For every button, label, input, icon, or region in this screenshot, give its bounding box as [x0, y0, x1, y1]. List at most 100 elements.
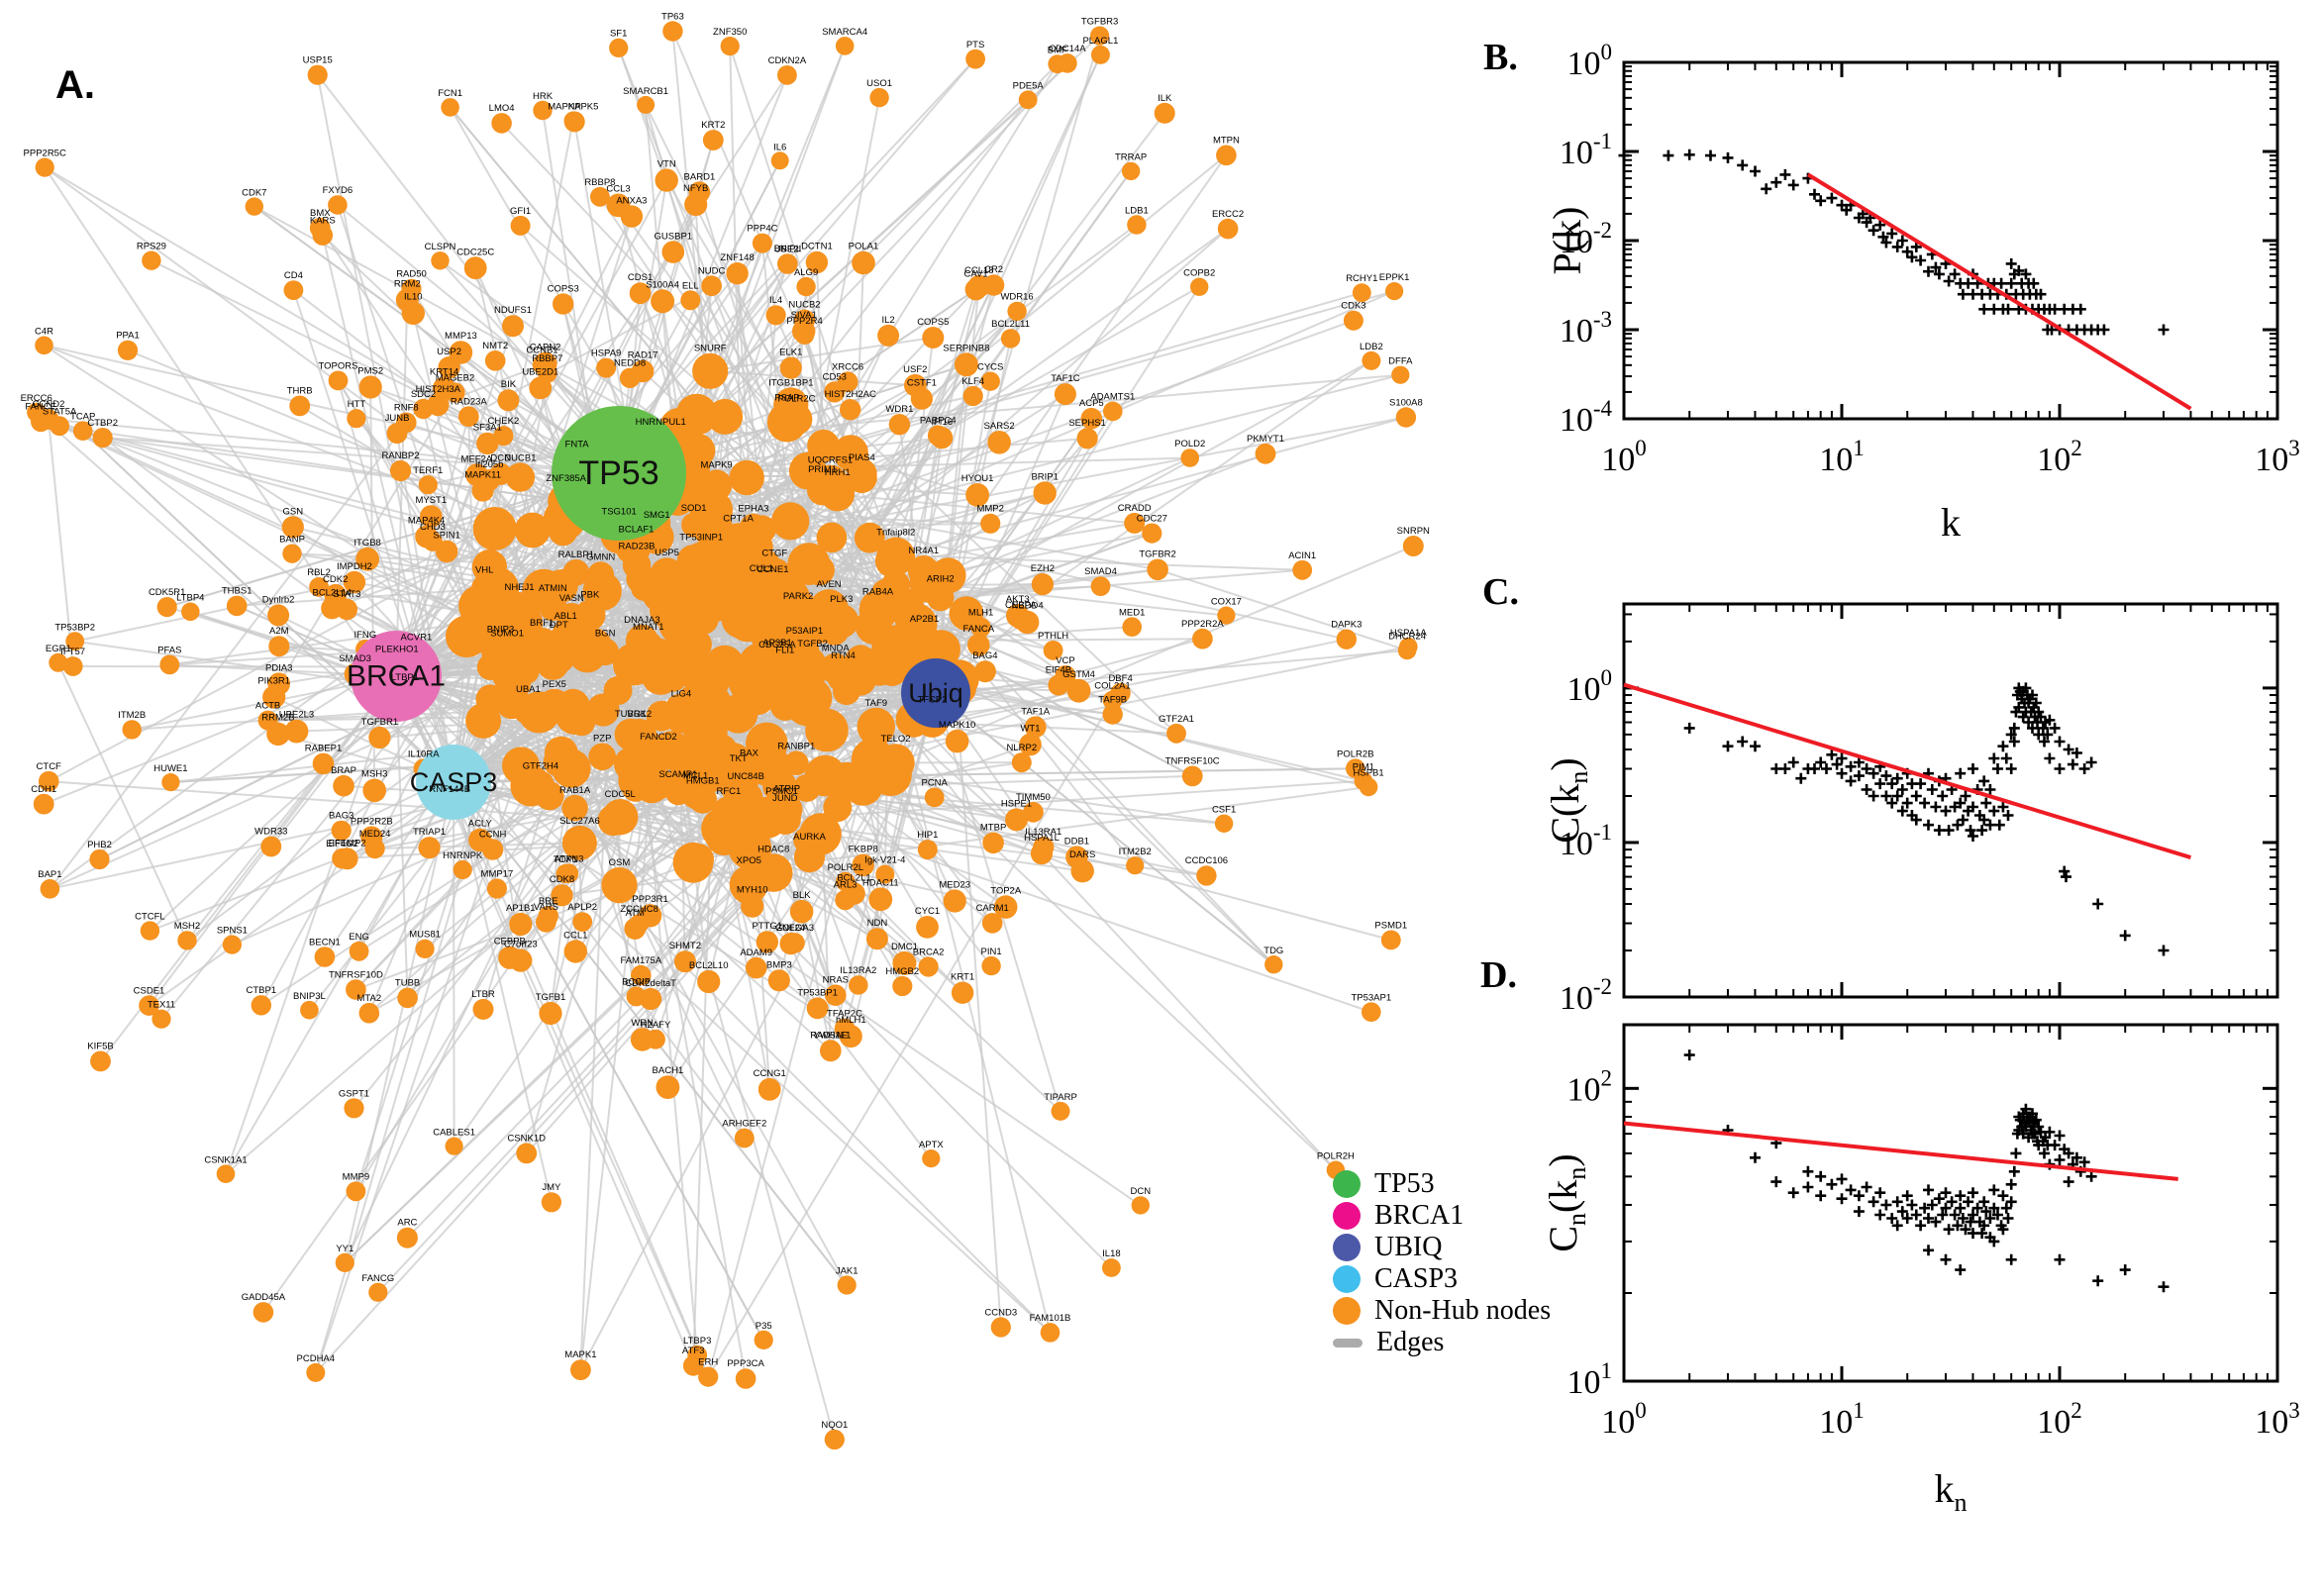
svg-text:NQO1: NQO1 — [821, 1420, 848, 1431]
svg-text:TIMM50: TIMM50 — [1016, 792, 1051, 803]
svg-text:BLK: BLK — [793, 890, 812, 901]
svg-text:MMP9: MMP9 — [343, 1171, 369, 1182]
svg-text:103: 103 — [2255, 436, 2300, 478]
svg-text:TGFBR3: TGFBR3 — [1081, 17, 1118, 28]
plot-frame-C — [1622, 602, 2279, 999]
svg-text:HUWE1: HUWE1 — [153, 763, 187, 774]
svg-text:Ifi205b: Ifi205b — [475, 459, 504, 470]
svg-text:BAG4: BAG4 — [972, 650, 997, 661]
svg-text:BAX: BAX — [740, 748, 759, 759]
svg-text:PDIA3: PDIA3 — [265, 662, 292, 673]
svg-text:IL6: IL6 — [773, 142, 786, 152]
svg-text:DHCR24: DHCR24 — [1388, 632, 1426, 643]
panel-d-label: D. — [1480, 954, 1517, 996]
svg-text:FKBP8: FKBP8 — [849, 845, 878, 855]
svg-text:BARD1: BARD1 — [684, 171, 716, 182]
svg-text:MMP17: MMP17 — [481, 868, 514, 879]
svg-text:RAD51L1: RAD51L1 — [810, 1031, 851, 1042]
svg-text:CCNB1: CCNB1 — [526, 346, 557, 356]
svg-text:CLSPN: CLSPN — [425, 242, 456, 252]
svg-text:TFCP2: TFCP2 — [917, 694, 947, 705]
svg-text:CDC25A: CDC25A — [758, 640, 796, 650]
svg-text:MTA2: MTA2 — [356, 993, 381, 1004]
svg-text:YWHAE: YWHAE — [813, 1030, 848, 1041]
svg-text:TUBG1: TUBG1 — [615, 709, 647, 720]
svg-text:MAPK1: MAPK1 — [564, 1349, 596, 1360]
brca1-node-swatch — [1333, 1202, 1361, 1230]
node-labels: PRIM1 NHEJ1 CSTF1 KLF4 TFAP2C HIST2H3A HIST2H2… — [21, 11, 1430, 1431]
svg-text:ALG9: ALG9 — [794, 267, 818, 278]
svg-text:POLR2C: POLR2C — [777, 394, 815, 405]
svg-text:RANBP1: RANBP1 — [777, 741, 815, 751]
svg-text:PFAS: PFAS — [157, 646, 181, 656]
svg-text:FAM101B: FAM101B — [1030, 1313, 1071, 1324]
svg-text:Tnfaip8l2: Tnfaip8l2 — [876, 528, 915, 539]
axis-ticks-D — [1622, 1025, 2279, 1383]
svg-text:CSTF1: CSTF1 — [907, 378, 937, 389]
svg-text:CDC25C: CDC25C — [456, 247, 494, 257]
svg-text:RRM2: RRM2 — [394, 279, 421, 290]
svg-text:NFYB: NFYB — [683, 183, 708, 194]
svg-text:ENG: ENG — [349, 932, 369, 943]
svg-text:CDK8: CDK8 — [550, 874, 574, 885]
svg-text:CRADD: CRADD — [1118, 503, 1152, 514]
svg-text:LIG4: LIG4 — [671, 688, 692, 699]
svg-text:SMARCA4: SMARCA4 — [822, 27, 867, 38]
tp53-node-swatch — [1333, 1170, 1361, 1198]
svg-text:UBE2L3: UBE2L3 — [279, 710, 314, 721]
svg-text:RCHY1: RCHY1 — [1346, 273, 1377, 284]
svg-text:MNDA: MNDA — [822, 644, 851, 654]
edges-line-swatch — [1333, 1338, 1363, 1347]
hub-label-tp53: TP53 — [578, 454, 658, 492]
svg-text:102: 102 — [2037, 1398, 2082, 1441]
svg-text:EFEMP2: EFEMP2 — [329, 838, 366, 848]
svg-text:101: 101 — [1567, 1358, 1613, 1401]
svg-text:PPP2R2A: PPP2R2A — [1181, 619, 1224, 630]
svg-text:LTBP1: LTBP1 — [391, 672, 419, 683]
panel-a-label: A. — [55, 63, 95, 107]
svg-text:PPP2R4: PPP2R4 — [786, 316, 822, 327]
svg-text:TERF1: TERF1 — [413, 465, 443, 476]
legend-label-ubiq: UBIQ — [1374, 1232, 1443, 1262]
svg-text:VCP: VCP — [1056, 655, 1075, 666]
svg-text:H2AFY: H2AFY — [641, 1020, 671, 1031]
svg-text:HMGB2: HMGB2 — [885, 966, 919, 977]
svg-text:MTPN: MTPN — [1213, 136, 1240, 147]
svg-text:SIVA1: SIVA1 — [791, 310, 817, 321]
svg-text:TRIAP1: TRIAP1 — [413, 827, 446, 838]
svg-text:TKT: TKT — [730, 753, 748, 764]
svg-text:BCLAF1: BCLAF1 — [619, 525, 655, 536]
svg-text:FANCG: FANCG — [361, 1273, 394, 1284]
svg-text:CPT1A: CPT1A — [723, 513, 754, 524]
svg-text:SF3A1: SF3A1 — [473, 423, 502, 434]
svg-text:CCL3: CCL3 — [606, 184, 630, 195]
svg-text:HDAC8: HDAC8 — [758, 844, 789, 854]
svg-text:NRAS: NRAS — [823, 974, 849, 985]
svg-text:GFI1: GFI1 — [510, 206, 531, 217]
svg-text:ITGB8: ITGB8 — [354, 538, 380, 549]
svg-text:JAK1: JAK1 — [836, 1265, 858, 1276]
svg-text:MUS81: MUS81 — [409, 930, 441, 941]
svg-text:VASN: VASN — [559, 593, 584, 604]
svg-text:SMAD3: SMAD3 — [339, 653, 371, 664]
legend-row-ubiq: UBIQ — [1333, 1232, 1551, 1263]
svg-text:PSMC1: PSMC1 — [765, 786, 798, 797]
svg-text:RFC1: RFC1 — [716, 786, 741, 797]
svg-text:LMO4: LMO4 — [489, 103, 515, 114]
svg-text:KRT1: KRT1 — [951, 972, 974, 983]
svg-text:SUMO1: SUMO1 — [490, 629, 524, 640]
svg-text:TGFBR2: TGFBR2 — [1139, 549, 1175, 560]
svg-text:POLD2: POLD2 — [1174, 439, 1205, 449]
legend-row-edges: Edges — [1333, 1327, 1551, 1358]
svg-text:Igk-V21-4: Igk-V21-4 — [864, 855, 905, 866]
ubiq-node-swatch — [1333, 1234, 1361, 1261]
svg-text:GSPT1: GSPT1 — [339, 1088, 369, 1099]
svg-text:BCL2L10: BCL2L10 — [689, 960, 729, 971]
svg-text:ELL: ELL — [682, 280, 699, 291]
svg-text:MAGEB2: MAGEB2 — [436, 372, 475, 383]
svg-text:ZNF24: ZNF24 — [776, 923, 805, 934]
svg-text:101: 101 — [1819, 436, 1865, 478]
svg-text:GOLGA3: GOLGA3 — [775, 923, 814, 934]
svg-text:SF1: SF1 — [610, 29, 627, 40]
svg-text:CD53: CD53 — [823, 371, 847, 382]
